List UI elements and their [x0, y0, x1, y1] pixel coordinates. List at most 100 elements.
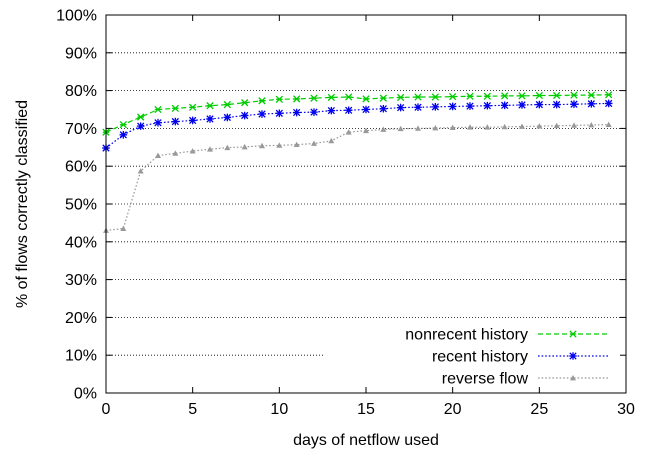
data-point	[363, 127, 369, 134]
data-point	[553, 122, 560, 129]
data-point	[431, 103, 440, 111]
data-point	[604, 99, 613, 108]
data-point	[362, 105, 370, 114]
series-line	[105, 124, 609, 232]
gridlines	[106, 52, 626, 356]
x-tick-label: 10	[270, 401, 288, 418]
data-point	[570, 375, 576, 381]
data-point	[189, 148, 196, 154]
data-point	[501, 123, 508, 130]
data-point	[327, 93, 335, 102]
data-point	[536, 123, 543, 129]
data-point	[241, 143, 248, 150]
y-tick-label: 60%	[65, 159, 97, 176]
data-point	[223, 113, 232, 122]
y-tick-label: 80%	[65, 83, 97, 100]
y-tick-label: 20%	[65, 310, 97, 327]
data-point	[120, 225, 127, 231]
y-axis-title: % of flows correctly classified	[14, 100, 31, 308]
y-tick-label: 100%	[56, 8, 97, 25]
plot-frame	[105, 14, 627, 394]
data-point	[344, 106, 353, 115]
data-point	[241, 99, 249, 107]
data-point	[415, 125, 421, 131]
data-point	[535, 91, 543, 100]
data-point	[119, 131, 128, 139]
data-point	[414, 103, 422, 112]
data-point	[431, 93, 439, 101]
y-tick-label: 50%	[65, 197, 97, 214]
data-point	[587, 91, 595, 99]
data-point	[501, 92, 509, 100]
data-point	[484, 124, 491, 130]
y-tick-label: 70%	[65, 121, 97, 138]
x-tick-label: 25	[530, 401, 548, 418]
x-tick-label: 5	[188, 401, 197, 418]
data-point	[518, 101, 526, 109]
data-point	[588, 121, 595, 128]
data-point	[311, 140, 317, 146]
data-point	[154, 118, 162, 127]
data-point	[605, 121, 612, 128]
data-point	[466, 102, 474, 110]
data-point	[206, 102, 214, 110]
data-point	[397, 93, 405, 102]
data-point	[571, 122, 577, 128]
data-point	[206, 115, 214, 123]
data-point	[432, 125, 439, 131]
series-reverse-flow	[103, 121, 612, 233]
data-point	[171, 104, 179, 113]
data-point	[587, 100, 596, 108]
data-point	[519, 123, 525, 129]
data-point	[569, 352, 577, 360]
data-point	[154, 105, 162, 114]
data-point	[379, 104, 388, 113]
data-point	[293, 141, 300, 148]
data-point	[188, 116, 197, 125]
data-point	[518, 92, 526, 100]
data-point	[605, 91, 613, 99]
data-point	[327, 106, 336, 115]
series-recent-history	[102, 99, 613, 152]
data-point	[258, 97, 266, 105]
data-point	[137, 168, 144, 174]
legend-label: reverse flow	[442, 371, 529, 388]
legend-item: reverse flow	[442, 371, 608, 388]
data-point	[449, 124, 456, 131]
legend-item: recent history	[432, 349, 608, 366]
data-point	[569, 330, 577, 338]
data-point	[207, 146, 213, 152]
data-point	[275, 109, 284, 118]
data-point	[449, 92, 457, 101]
data-point	[155, 152, 161, 159]
y-tick-label: 0%	[74, 386, 97, 403]
legend-label: recent history	[432, 349, 528, 366]
data-point	[379, 94, 387, 102]
data-point	[224, 144, 231, 151]
x-tick-label: 0	[102, 401, 111, 418]
data-point	[570, 100, 578, 109]
y-tick-label: 30%	[65, 272, 97, 289]
data-point	[328, 137, 335, 144]
y-tick-label: 10%	[65, 348, 97, 365]
axis-ticks: 0% 10% 20% 30% 40% 50% 60% 70% 80% 90% 100% 0 5 10 15 2…	[56, 8, 635, 419]
data-point	[483, 101, 492, 110]
data-point	[172, 150, 179, 156]
data-point	[171, 117, 180, 126]
data-point	[310, 94, 318, 102]
data-point	[293, 95, 301, 103]
x-axis-title: days of netflow used	[293, 432, 439, 449]
data-point	[362, 95, 370, 103]
data-point	[552, 100, 561, 109]
series-nonrecent-history	[102, 91, 613, 136]
data-point	[240, 111, 249, 120]
data-point	[223, 100, 231, 109]
y-tick-label: 90%	[65, 45, 97, 62]
data-point	[276, 142, 283, 148]
data-point	[345, 93, 353, 101]
x-tick-label: 20	[444, 401, 462, 418]
legend: nonrecent history recent history reverse f…	[405, 327, 608, 388]
data-point	[467, 124, 473, 130]
data-point	[275, 95, 283, 103]
data-point	[397, 125, 404, 132]
